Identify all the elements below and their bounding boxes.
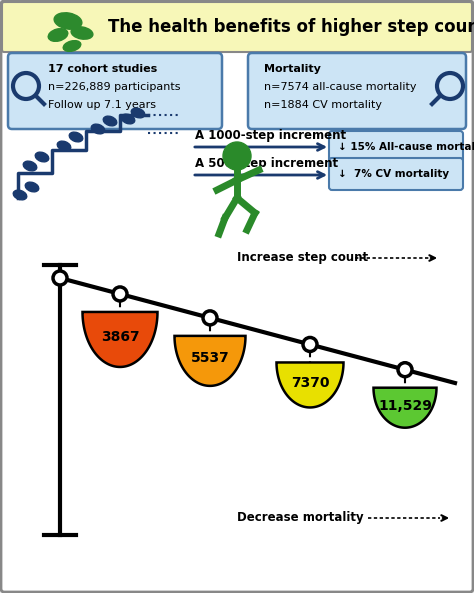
Polygon shape (82, 312, 157, 367)
Circle shape (398, 363, 412, 377)
Text: 11,529: 11,529 (378, 398, 432, 413)
Text: A 500-step increment: A 500-step increment (195, 158, 338, 171)
Ellipse shape (131, 108, 145, 118)
Text: Mortality: Mortality (264, 64, 321, 74)
Circle shape (441, 77, 459, 95)
FancyBboxPatch shape (8, 53, 222, 129)
Ellipse shape (103, 116, 117, 126)
Ellipse shape (13, 190, 27, 200)
Ellipse shape (69, 132, 83, 142)
Ellipse shape (71, 27, 93, 39)
Text: ↓ 15% All-cause mortality: ↓ 15% All-cause mortality (338, 142, 474, 152)
Text: Follow up 7.1 years: Follow up 7.1 years (48, 100, 156, 110)
Text: 3867: 3867 (100, 330, 139, 344)
Ellipse shape (54, 13, 82, 29)
Circle shape (53, 271, 67, 285)
Ellipse shape (57, 141, 71, 151)
Ellipse shape (63, 41, 81, 52)
Text: Increase step count: Increase step count (237, 251, 368, 264)
Ellipse shape (25, 182, 39, 192)
FancyBboxPatch shape (329, 131, 463, 163)
Ellipse shape (121, 114, 135, 124)
Text: Decrease mortality: Decrease mortality (237, 512, 364, 524)
Text: The health benefits of higher step counts: The health benefits of higher step count… (108, 18, 474, 36)
FancyBboxPatch shape (248, 53, 466, 129)
Ellipse shape (91, 124, 105, 134)
Text: n=1884 CV mortality: n=1884 CV mortality (264, 100, 382, 110)
Circle shape (113, 287, 127, 301)
Polygon shape (374, 388, 437, 428)
Polygon shape (174, 336, 246, 386)
Text: 5537: 5537 (191, 352, 229, 365)
Ellipse shape (23, 161, 37, 171)
Polygon shape (276, 362, 344, 407)
Ellipse shape (48, 28, 68, 42)
Circle shape (223, 142, 251, 170)
FancyBboxPatch shape (2, 2, 472, 52)
Ellipse shape (35, 152, 49, 162)
FancyBboxPatch shape (329, 158, 463, 190)
Circle shape (303, 337, 317, 352)
Text: ↓  7% CV mortality: ↓ 7% CV mortality (338, 169, 449, 179)
Circle shape (203, 311, 217, 325)
Text: 17 cohort studies: 17 cohort studies (48, 64, 157, 74)
Text: 7370: 7370 (291, 376, 329, 390)
Text: n=226,889 participants: n=226,889 participants (48, 82, 181, 92)
Text: n=7574 all-cause mortality: n=7574 all-cause mortality (264, 82, 417, 92)
Text: A 1000-step increment: A 1000-step increment (195, 129, 346, 142)
Circle shape (17, 77, 35, 95)
